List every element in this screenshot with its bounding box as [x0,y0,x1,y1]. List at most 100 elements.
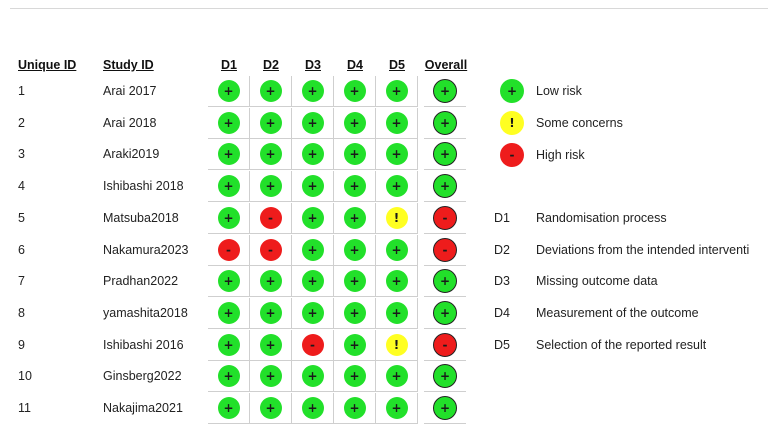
unique-id-cell: 8 [18,305,25,320]
risk-low-icon: + [343,301,366,324]
top-divider [10,8,768,9]
risk-high-icon: - [259,206,282,229]
unique-id-cell: 11 [18,401,31,415]
domain-cell-d5: + [376,107,418,139]
domain-cell-d3: + [292,202,334,234]
risk-some-icon: ! [385,333,408,356]
header-domain-d5: D5 [389,58,405,72]
risk-high-icon: - [433,237,457,262]
risk-low-icon: + [385,301,408,324]
risk-low-icon: + [217,111,240,134]
risk-low-icon: + [433,396,457,420]
risk-low-icon: + [343,270,366,293]
risk-low-icon: + [301,80,324,102]
risk-low-icon: + [385,238,408,261]
risk-high-icon: - [433,205,457,230]
risk-low-icon: + [343,238,366,261]
domain-cell-d4: + [334,361,376,393]
domain-legend-description: Missing outcome data [536,274,658,289]
domain-cell-d5: + [376,393,418,424]
unique-id-cell: 1 [18,84,25,98]
risk-low-icon: + [301,301,324,324]
study-id-cell: Matsuba2018 [103,210,179,225]
risk-low-icon: + [301,238,324,261]
risk-low-icon: + [385,175,408,198]
unique-id-cell: 5 [18,210,25,225]
risk-low-icon: + [343,143,366,166]
risk-low-icon: + [301,206,324,229]
domain-cell-d1: - [208,234,250,266]
overall-cell: + [424,393,466,424]
domain-cell-d2: + [250,76,292,107]
domain-legend-code: D5 [494,337,510,352]
domain-cell-d2: + [250,361,292,393]
risk-low-icon: + [259,397,282,419]
unique-id-cell: 4 [18,179,25,194]
risk-low-icon: + [259,333,282,356]
domain-cell-d4: + [334,76,376,107]
domain-cell-d4: + [334,297,376,329]
domain-cell-d5: + [376,171,418,203]
header-domain-d2: D2 [263,58,279,72]
risk-low-icon: + [343,365,366,388]
risk-high-icon: - [217,238,240,261]
domain-cell-d4: + [334,202,376,234]
legend-high-icon: - [500,143,524,167]
header-unique-id: Unique ID [18,58,77,72]
risk-low-icon: + [217,143,240,166]
overall-cell: - [424,203,466,234]
domain-legend-code: D3 [494,274,510,289]
domain-cell-d1: + [208,171,250,203]
domain-cell-d2: - [250,202,292,234]
domain-cell-d4: + [334,139,376,171]
domain-cell-d2: + [250,329,292,361]
domain-legend-description: Randomisation process [536,211,667,225]
overall-cell: - [424,330,466,361]
risk-low-icon: + [259,111,282,134]
risk-low-icon: + [343,333,366,356]
header-study-id: Study ID [103,58,154,72]
risk-low-icon: + [301,365,324,388]
risk-high-icon: - [259,238,282,261]
header-domain-d1: D1 [221,58,237,72]
overall-cell: + [424,298,466,329]
risk-low-icon: + [343,111,366,134]
domain-cell-d2: + [250,393,292,424]
risk-low-icon: + [385,397,408,419]
domain-cell-d3: + [292,266,334,298]
overall-cell: + [424,171,466,203]
study-id-cell: Nakamura2023 [103,242,189,257]
study-id-cell: Ishibashi 2018 [103,179,184,194]
risk-low-icon: + [433,269,457,294]
risk-low-icon: + [301,397,324,419]
study-id-cell: Pradhan2022 [103,274,179,289]
domain-cell-d5: + [376,266,418,298]
risk-low-icon: + [301,111,324,134]
risk-low-icon: + [259,301,282,324]
domain-cell-d2: + [250,297,292,329]
legend-low-label: Low risk [536,84,582,98]
risk-low-icon: + [217,80,240,102]
domain-cell-d1: + [208,139,250,171]
domain-cell-d3: + [292,76,334,107]
domain-cell-d3: + [292,234,334,266]
risk-low-icon: + [217,333,240,356]
study-id-cell: yamashita2018 [103,305,188,320]
unique-id-cell: 2 [18,115,25,130]
risk-low-icon: + [217,175,240,198]
risk-low-icon: + [217,397,240,419]
risk-low-icon: + [217,206,240,229]
risk-low-icon: + [343,175,366,198]
overall-cell: - [424,235,466,266]
domain-cell-d1: + [208,202,250,234]
domain-cell-d5: + [376,297,418,329]
risk-low-icon: + [259,175,282,198]
risk-low-icon: + [217,270,240,293]
risk-low-icon: + [433,79,457,103]
domain-cell-d4: + [334,171,376,203]
study-id-cell: Araki2019 [103,147,160,162]
legend-high-label: High risk [536,148,585,162]
domain-cell-d2: + [250,139,292,171]
domain-cell-d2: + [250,266,292,298]
domain-cell-d1: + [208,107,250,139]
